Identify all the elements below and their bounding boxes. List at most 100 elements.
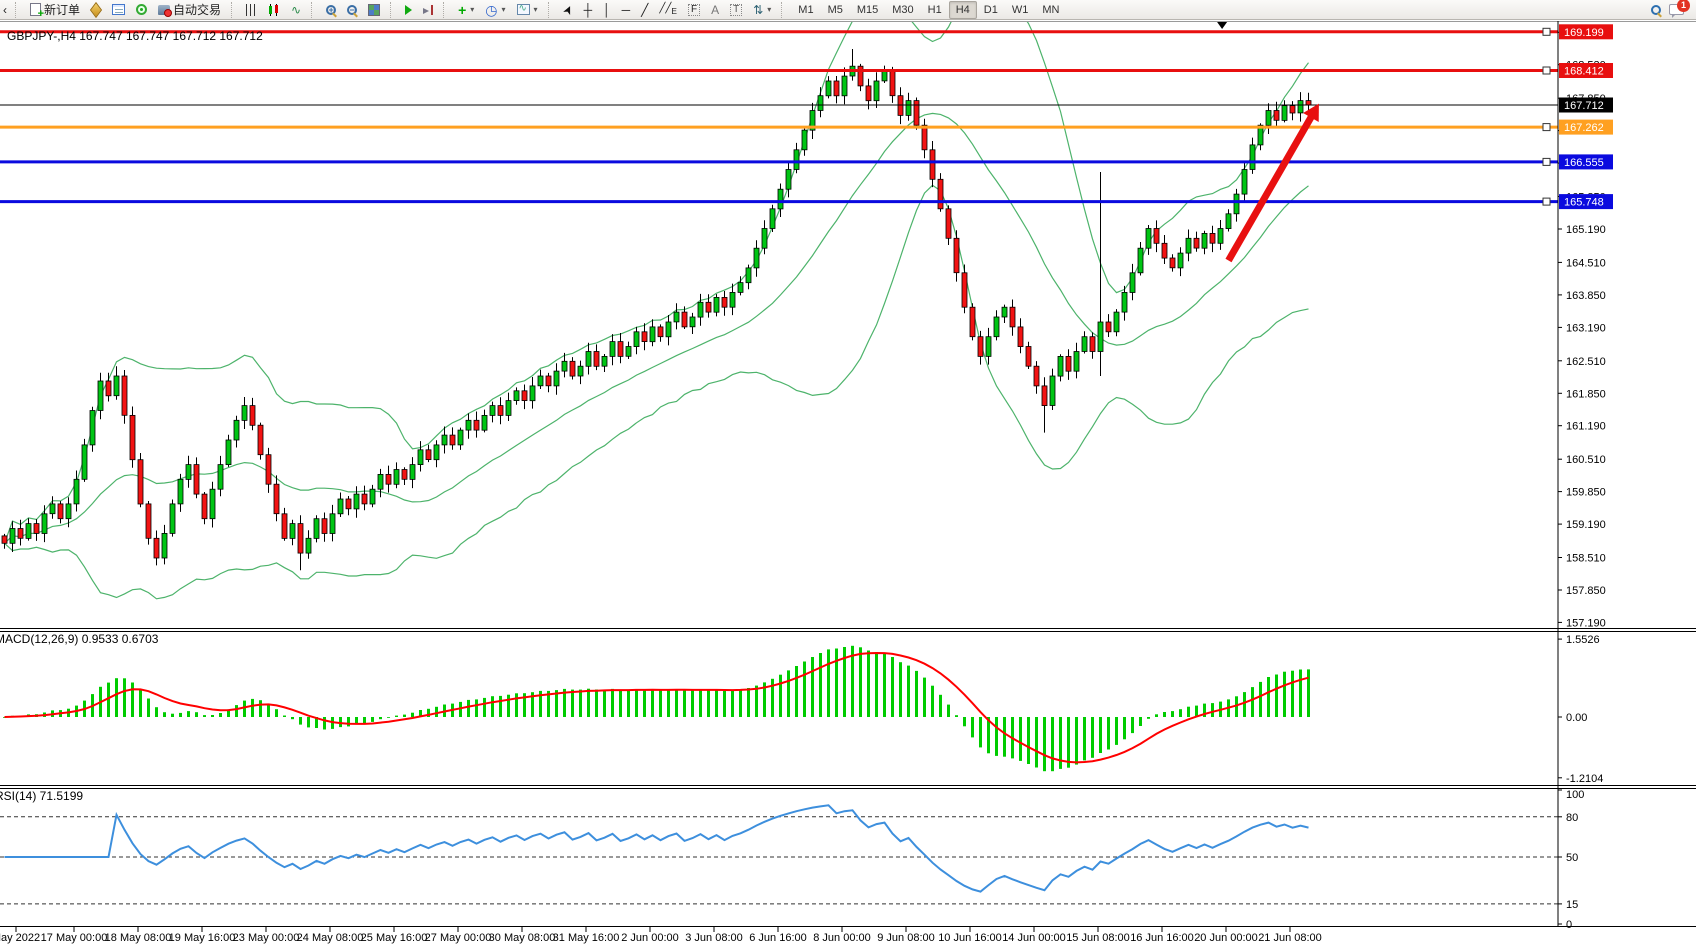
timeframe-h4[interactable]: H4 (948, 0, 977, 19)
macd-histogram-bar (187, 711, 190, 717)
macd-histogram-bar (707, 690, 710, 717)
autotrading-button[interactable]: 自动交易 (153, 1, 226, 19)
macd-histogram-bar (1163, 712, 1166, 717)
timeframe-m30[interactable]: M30 (892, 3, 914, 16)
macd-histogram-bar (1235, 696, 1238, 717)
time-tick-label: 19 May 16:00 (169, 932, 236, 944)
horizontal-level-165.748[interactable] (0, 197, 1558, 206)
macd-histogram-bar (1131, 717, 1134, 734)
horizontal-level-169.199[interactable] (0, 27, 1558, 36)
macd-histogram-bar (643, 689, 646, 717)
macd-histogram-bar (155, 707, 158, 717)
chart-area[interactable]: GBPJPY-,H4 167.747 167.747 167.712 167.7… (0, 21, 1696, 944)
fibonacci-tool-button[interactable]: F (683, 1, 705, 19)
text-tool-button[interactable]: A (706, 1, 724, 19)
new-order-button[interactable]: 新订单 (25, 1, 85, 20)
price-tick-label: 164.510 (1566, 257, 1606, 269)
zoom-in-button[interactable]: + (321, 1, 341, 19)
timeframe-h1[interactable]: H1 (927, 3, 942, 16)
bollinger-upper-band (3, 22, 1309, 544)
macd-histogram-bar (779, 674, 782, 717)
price-badge-167.262: 167.262 (1559, 119, 1613, 135)
cursor-tool-button[interactable]: ➤ (558, 1, 578, 19)
chat-icon[interactable]: 1 (1669, 0, 1690, 18)
time-tick-label: 16 Jun 16:00 (1130, 932, 1194, 944)
chart-shift-button[interactable] (418, 1, 438, 19)
search-icon[interactable] (1651, 4, 1661, 15)
navigator-button[interactable] (107, 1, 130, 19)
horizontal-level-166.555[interactable] (0, 157, 1558, 166)
timeframe-mn[interactable]: MN (1042, 3, 1060, 16)
time-tick-label: 15 Jun 08:00 (1066, 932, 1130, 944)
macd-histogram-bar (1251, 687, 1254, 717)
periods-button[interactable]: ◷ ▾ (480, 1, 510, 19)
chevron-down-icon: ▾ (767, 5, 772, 14)
line-handle (1542, 27, 1551, 36)
time-tick-label: 20 Jun 00:00 (1194, 932, 1258, 944)
bar-chart-button[interactable] (241, 1, 262, 19)
indicators-button[interactable]: + ▾ (453, 1, 479, 19)
auto-scroll-button[interactable] (400, 1, 417, 19)
macd-histogram-bar (619, 689, 622, 717)
toolbar-separator (231, 1, 237, 18)
horizontal-line-icon: ─ (621, 2, 631, 17)
line-chart-button[interactable]: ∿ (286, 1, 306, 19)
trend-arrow[interactable] (1225, 103, 1319, 263)
svg-text:167.712: 167.712 (1564, 100, 1604, 112)
price-tick-label: 158.510 (1566, 553, 1606, 565)
macd-histogram-bar (979, 717, 982, 748)
rsi-line (4, 804, 1309, 893)
timeframe-m1[interactable]: M1 (798, 3, 814, 16)
macd-histogram-bar (995, 717, 998, 756)
rsi-tick-label: 15 (1566, 899, 1578, 911)
vertical-line-tool-button[interactable]: │ (598, 1, 616, 19)
templates-button[interactable]: ▾ (512, 1, 543, 19)
clock-icon: ◷ (485, 1, 498, 18)
macd-tick-label: -1.2104 (1566, 773, 1603, 785)
svg-text:168.412: 168.412 (1564, 66, 1604, 78)
terminal-button[interactable] (131, 1, 152, 19)
macd-histogram-bar (891, 657, 894, 717)
macd-histogram-bar (675, 689, 678, 717)
timeframe-m5[interactable]: M5 (827, 3, 843, 16)
channel-tool-button[interactable]: ╱╱E (654, 1, 682, 19)
crosshair-tool-button[interactable]: ┼ (579, 1, 598, 19)
horizontal-level-167.262[interactable] (0, 123, 1558, 132)
price-chart-canvas[interactable]: 169.190168.530167.850167.190166.530165.8… (0, 21, 1696, 944)
text-label-tool-button[interactable]: T (725, 1, 747, 19)
market-watch-button[interactable] (86, 1, 106, 19)
candles (1, 49, 1312, 571)
macd-histogram-bar (899, 662, 902, 717)
timeframe-w1[interactable]: W1 (1011, 3, 1029, 16)
price-badge-169.199: 169.199 (1559, 24, 1613, 40)
macd-histogram-bar (683, 690, 686, 717)
macd-histogram-bar (315, 717, 318, 728)
toolbar: ‹ 新订单 自动交易 ∿ + − +▾ ◷▾ ▾ ➤ ┼ │ ─ ╱ (0, 0, 1696, 20)
horizontal-line-tool-button[interactable]: ─ (617, 1, 636, 19)
timeframe-m15[interactable]: M15 (856, 3, 879, 16)
cursor-icon: ➤ (559, 1, 577, 18)
timeframe-d1[interactable]: D1 (983, 3, 998, 16)
time-tick-label: 2 Jun 00:00 (621, 932, 679, 944)
trendline-icon: ╱ (641, 2, 649, 17)
macd-histogram-bar (883, 653, 886, 717)
arrows-tool-button[interactable]: ⇅ ▾ (748, 1, 776, 19)
toolbar-overflow-button[interactable]: ‹ (2, 1, 10, 19)
tile-windows-button[interactable] (363, 1, 385, 19)
line-handle (1542, 66, 1551, 75)
zoom-out-button[interactable]: − (342, 1, 362, 19)
horizontal-level-168.412[interactable] (0, 66, 1558, 75)
candlestick-chart-button[interactable] (263, 1, 285, 19)
price-badge-166.555: 166.555 (1559, 154, 1613, 170)
price-tick-label: 157.190 (1566, 617, 1606, 629)
timeframe-strip: M1 M5 M15 M30 H1 H4 D1 W1 MN (791, 0, 1066, 19)
macd-histogram-bar (459, 701, 462, 717)
line-handle (1542, 197, 1551, 206)
main-price-panel[interactable] (1, 21, 1312, 600)
macd-histogram-bar (915, 670, 918, 717)
macd-histogram-bar (1107, 717, 1110, 750)
macd-histogram-bar (1059, 717, 1062, 769)
macd-histogram-bar (1043, 717, 1046, 772)
macd-histogram-bar (371, 717, 374, 722)
trendline-tool-button[interactable]: ╱ (636, 1, 653, 19)
